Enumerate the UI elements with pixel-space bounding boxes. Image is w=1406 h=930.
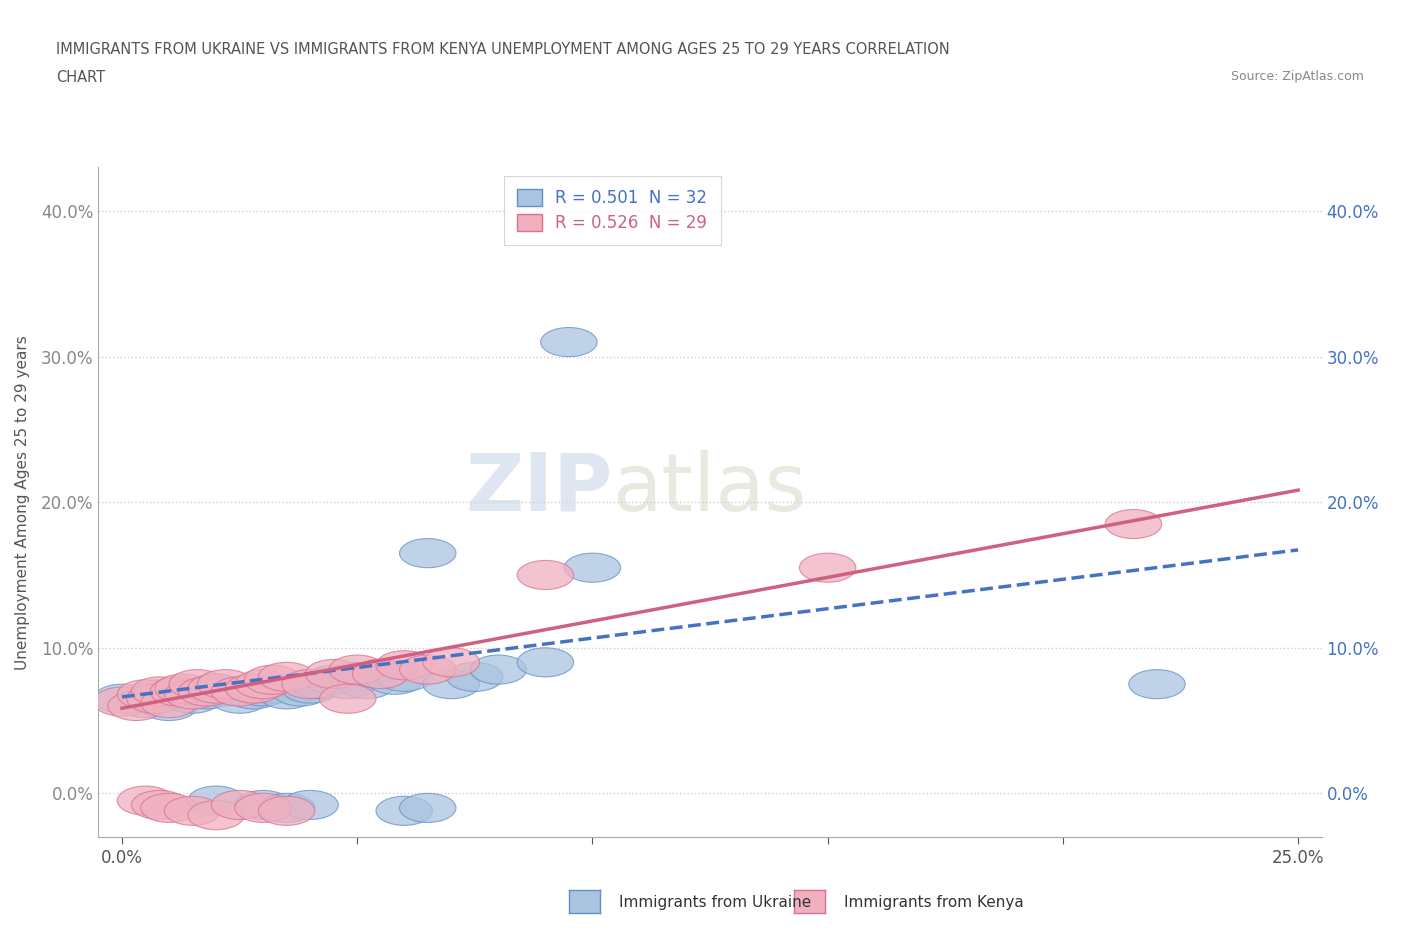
Ellipse shape — [197, 670, 253, 698]
Ellipse shape — [329, 655, 385, 684]
Ellipse shape — [197, 677, 253, 706]
Ellipse shape — [94, 687, 150, 716]
Ellipse shape — [423, 648, 479, 677]
Ellipse shape — [165, 796, 221, 825]
Ellipse shape — [245, 674, 301, 703]
Ellipse shape — [165, 684, 221, 713]
Ellipse shape — [211, 790, 267, 819]
Ellipse shape — [353, 659, 409, 688]
Ellipse shape — [375, 662, 433, 691]
Ellipse shape — [131, 680, 188, 709]
Text: IMMIGRANTS FROM UKRAINE VS IMMIGRANTS FROM KENYA UNEMPLOYMENT AMONG AGES 25 TO 2: IMMIGRANTS FROM UKRAINE VS IMMIGRANTS FR… — [56, 42, 950, 57]
Ellipse shape — [235, 790, 291, 819]
Ellipse shape — [259, 796, 315, 825]
Ellipse shape — [117, 680, 174, 709]
Ellipse shape — [319, 670, 375, 698]
Ellipse shape — [423, 670, 479, 698]
Ellipse shape — [235, 677, 291, 706]
Ellipse shape — [339, 670, 395, 698]
Ellipse shape — [235, 793, 291, 822]
Ellipse shape — [150, 677, 207, 706]
Ellipse shape — [94, 684, 150, 713]
Text: Immigrants from Kenya: Immigrants from Kenya — [844, 895, 1024, 910]
Ellipse shape — [127, 684, 183, 713]
Ellipse shape — [305, 665, 361, 695]
Text: CHART: CHART — [56, 70, 105, 85]
Ellipse shape — [141, 691, 197, 721]
Ellipse shape — [179, 680, 235, 709]
Ellipse shape — [800, 553, 856, 582]
Ellipse shape — [291, 670, 347, 698]
Ellipse shape — [375, 796, 433, 825]
Ellipse shape — [141, 688, 197, 718]
Ellipse shape — [225, 680, 281, 709]
Ellipse shape — [1105, 510, 1161, 538]
Ellipse shape — [165, 680, 221, 709]
Ellipse shape — [305, 659, 361, 688]
Ellipse shape — [150, 677, 207, 706]
Text: Source: ZipAtlas.com: Source: ZipAtlas.com — [1230, 70, 1364, 83]
Ellipse shape — [169, 670, 225, 698]
Ellipse shape — [447, 662, 503, 691]
Ellipse shape — [564, 553, 620, 582]
Ellipse shape — [375, 651, 433, 680]
Ellipse shape — [131, 677, 188, 706]
Ellipse shape — [399, 538, 456, 567]
Ellipse shape — [117, 688, 174, 718]
Ellipse shape — [281, 790, 339, 819]
Ellipse shape — [399, 793, 456, 822]
Ellipse shape — [517, 648, 574, 677]
Ellipse shape — [155, 674, 211, 703]
Text: atlas: atlas — [612, 450, 807, 528]
Ellipse shape — [188, 786, 245, 816]
Ellipse shape — [188, 674, 245, 703]
Ellipse shape — [281, 674, 339, 703]
Ellipse shape — [235, 670, 291, 698]
Ellipse shape — [188, 674, 245, 703]
Ellipse shape — [273, 677, 329, 706]
Ellipse shape — [517, 561, 574, 590]
Ellipse shape — [211, 677, 267, 706]
Text: Immigrants from Ukraine: Immigrants from Ukraine — [619, 895, 811, 910]
Ellipse shape — [179, 677, 235, 706]
Ellipse shape — [225, 674, 281, 703]
Ellipse shape — [259, 662, 315, 691]
Y-axis label: Unemployment Among Ages 25 to 29 years: Unemployment Among Ages 25 to 29 years — [15, 335, 30, 670]
Ellipse shape — [211, 684, 267, 713]
Ellipse shape — [259, 680, 315, 709]
Ellipse shape — [353, 659, 409, 688]
Ellipse shape — [399, 655, 456, 684]
Ellipse shape — [541, 327, 598, 356]
Ellipse shape — [281, 670, 339, 698]
Ellipse shape — [259, 793, 315, 822]
Ellipse shape — [117, 786, 174, 816]
Ellipse shape — [329, 662, 385, 691]
Ellipse shape — [141, 793, 197, 822]
Ellipse shape — [108, 691, 165, 721]
Ellipse shape — [470, 655, 527, 684]
Ellipse shape — [245, 665, 301, 695]
Ellipse shape — [319, 684, 375, 713]
Ellipse shape — [131, 790, 188, 819]
Ellipse shape — [367, 665, 423, 695]
Ellipse shape — [188, 801, 245, 830]
Legend: R = 0.501  N = 32, R = 0.526  N = 29: R = 0.501 N = 32, R = 0.526 N = 29 — [503, 176, 721, 246]
Text: ZIP: ZIP — [465, 450, 612, 528]
Ellipse shape — [1129, 670, 1185, 698]
